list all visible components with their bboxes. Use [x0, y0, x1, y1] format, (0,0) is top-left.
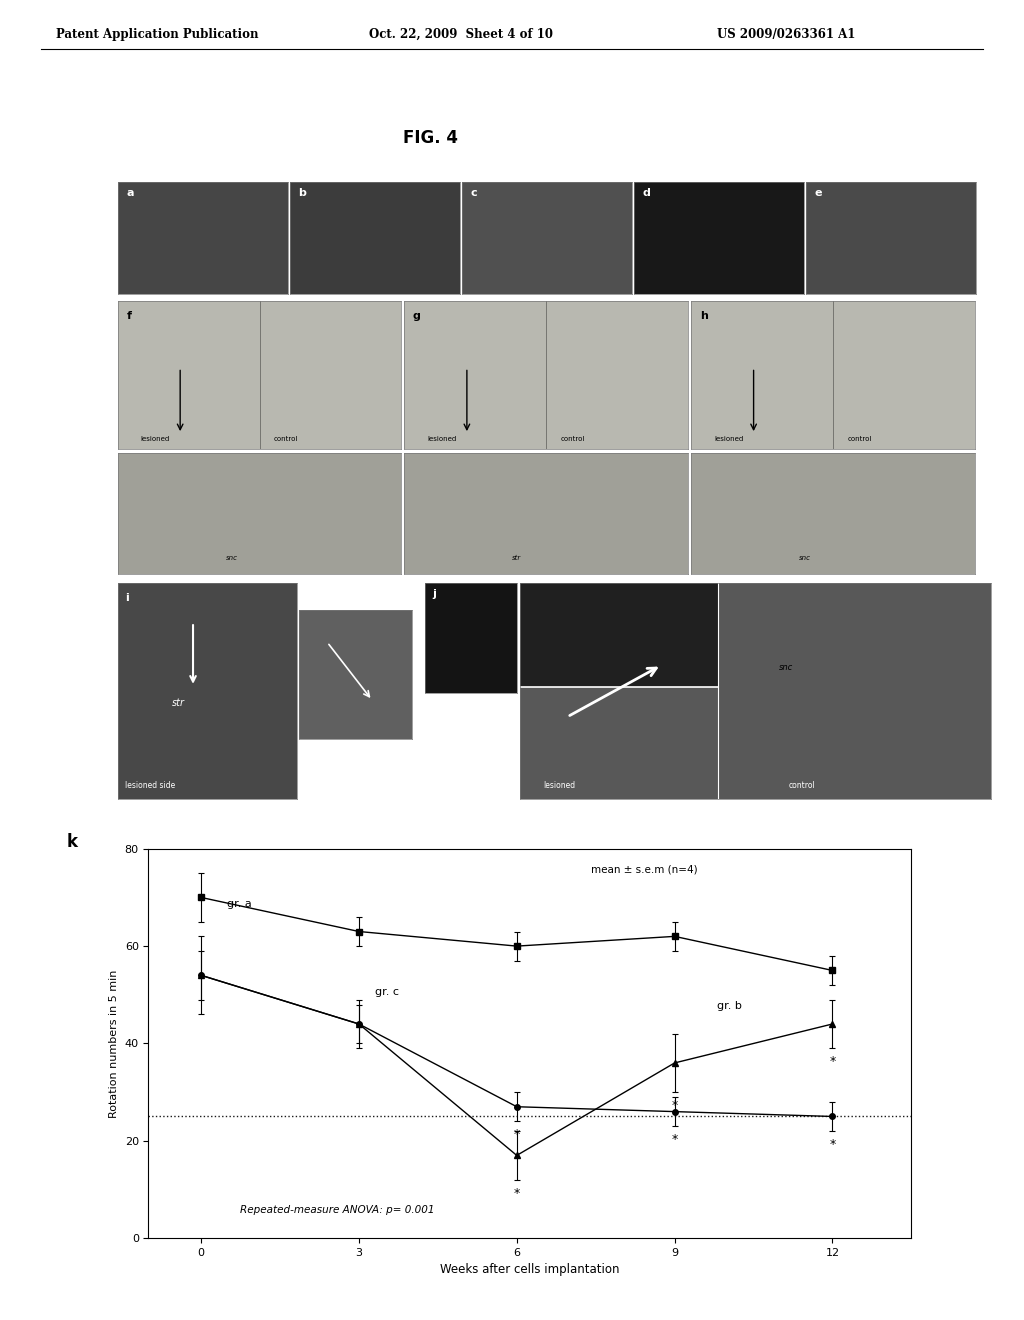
- Text: str: str: [512, 554, 521, 561]
- Y-axis label: Rotation numbers in 5 min: Rotation numbers in 5 min: [110, 969, 119, 1118]
- Text: snc: snc: [799, 554, 811, 561]
- Text: gr. b: gr. b: [717, 1002, 741, 1011]
- Text: lesioned side: lesioned side: [125, 781, 175, 789]
- Text: lesioned: lesioned: [140, 437, 170, 442]
- Text: *: *: [514, 1187, 520, 1200]
- Text: control: control: [847, 437, 871, 442]
- Text: c: c: [470, 187, 477, 198]
- Text: *: *: [514, 1129, 520, 1142]
- Text: *: *: [829, 1138, 836, 1151]
- Text: f: f: [126, 310, 131, 321]
- Text: a: a: [126, 187, 134, 198]
- Text: *: *: [672, 1134, 678, 1146]
- Text: *: *: [829, 1056, 836, 1068]
- Text: e: e: [814, 187, 822, 198]
- Text: control: control: [788, 781, 815, 789]
- Text: *: *: [672, 1100, 678, 1113]
- Text: Repeated-measure ANOVA: p= 0.001: Repeated-measure ANOVA: p= 0.001: [240, 1205, 434, 1214]
- Text: lesioned: lesioned: [714, 437, 743, 442]
- Text: mean ± s.e.m (n=4): mean ± s.e.m (n=4): [591, 865, 697, 874]
- Text: US 2009/0263361 A1: US 2009/0263361 A1: [717, 28, 855, 41]
- Text: gr. a: gr. a: [227, 899, 252, 909]
- Text: control: control: [273, 437, 298, 442]
- Text: j: j: [432, 589, 436, 598]
- Text: lesioned: lesioned: [427, 437, 457, 442]
- Text: control: control: [560, 437, 585, 442]
- Text: FIG. 4: FIG. 4: [402, 128, 458, 147]
- Text: g: g: [413, 310, 421, 321]
- X-axis label: Weeks after cells implantation: Weeks after cells implantation: [440, 1263, 620, 1276]
- Text: gr. c: gr. c: [375, 987, 398, 997]
- Text: i: i: [125, 593, 129, 603]
- Bar: [520, 583, 718, 686]
- Text: b: b: [298, 187, 306, 198]
- Text: h: h: [699, 310, 708, 321]
- Text: d: d: [642, 187, 650, 198]
- Text: k: k: [67, 833, 78, 851]
- Text: lesioned: lesioned: [544, 781, 575, 789]
- Text: snc: snc: [779, 663, 794, 672]
- Text: Patent Application Publication: Patent Application Publication: [56, 28, 259, 41]
- Text: str: str: [172, 698, 184, 708]
- Text: Oct. 22, 2009  Sheet 4 of 10: Oct. 22, 2009 Sheet 4 of 10: [369, 28, 553, 41]
- Text: snc: snc: [225, 554, 238, 561]
